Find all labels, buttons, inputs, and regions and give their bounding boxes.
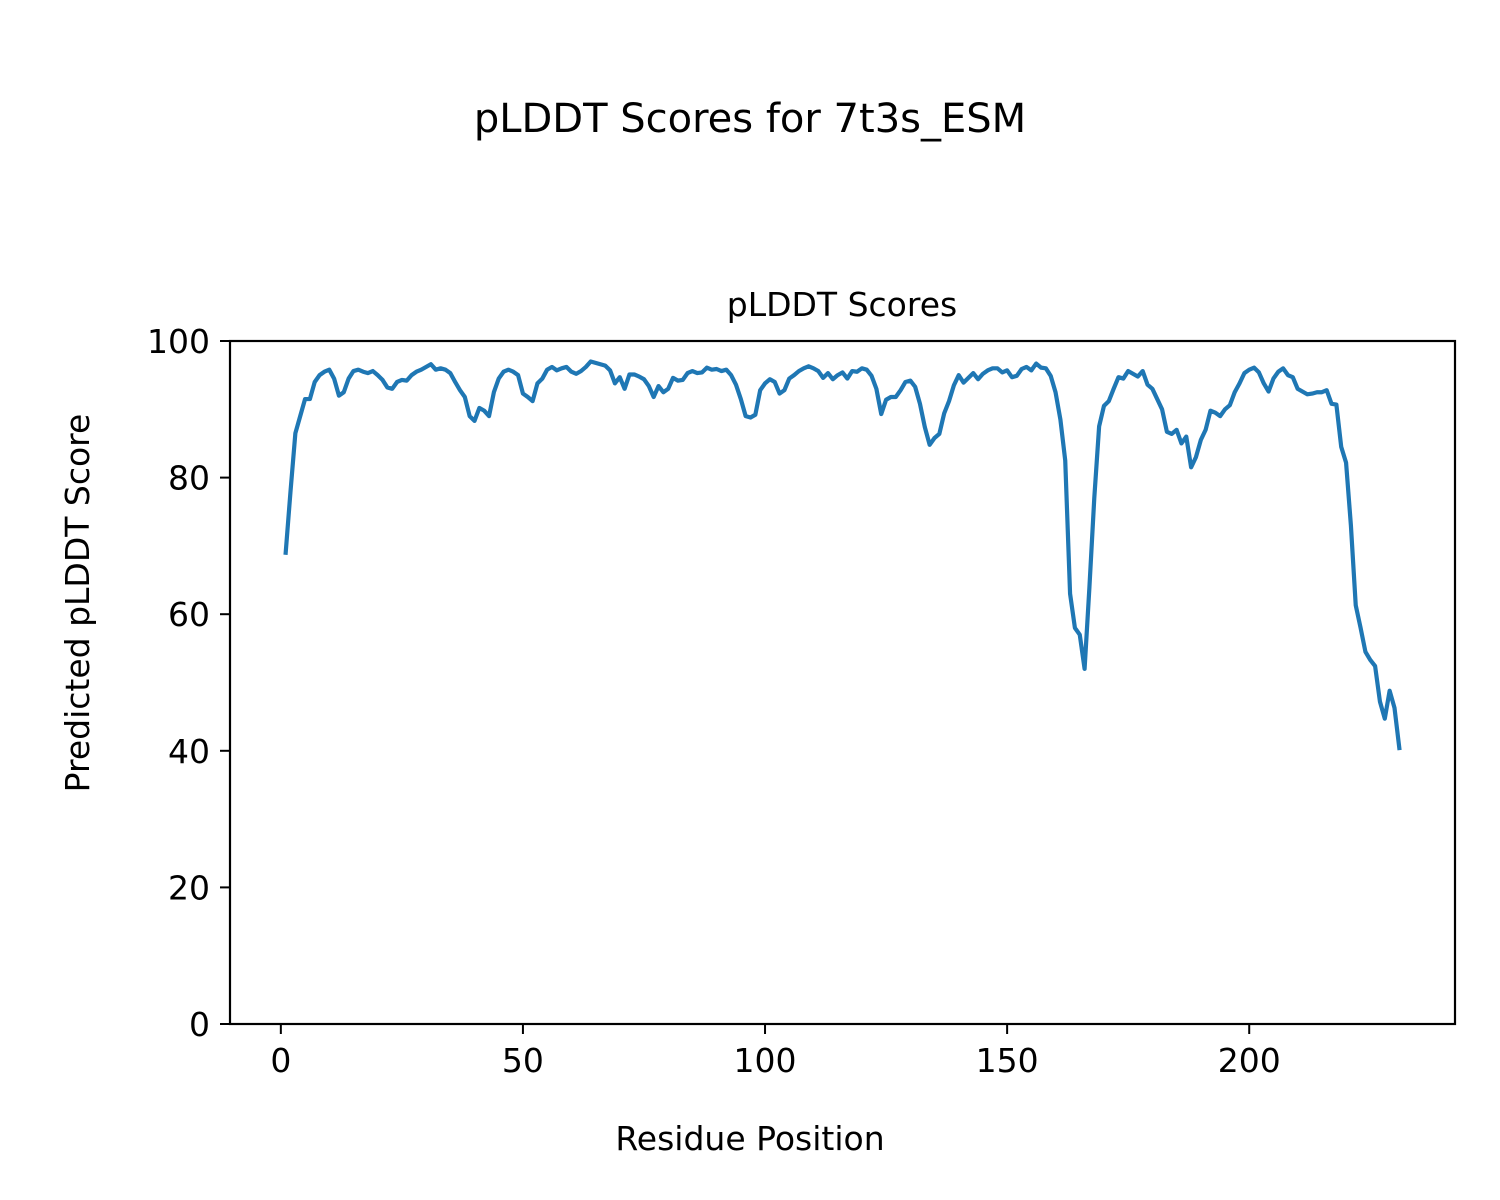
y-axis-label: Predicted pLDDT Score xyxy=(58,414,97,793)
x-tick-label: 0 xyxy=(270,1041,291,1080)
y-axis: 0 20 40 60 80 100 xyxy=(147,322,230,1044)
plot-line-group xyxy=(283,359,1402,751)
y-tick-label: 0 xyxy=(189,1005,210,1044)
y-tick-label: 80 xyxy=(168,459,210,498)
axes-title: pLDDT Scores xyxy=(727,285,957,324)
y-tick-label: 60 xyxy=(168,595,210,634)
figure-suptitle: pLDDT Scores for 7t3s_ESM xyxy=(473,96,1027,142)
x-tick-label: 150 xyxy=(976,1041,1039,1080)
axes-frame xyxy=(228,339,1457,1026)
x-tick-label: 200 xyxy=(1218,1041,1281,1080)
x-tick-label: 100 xyxy=(734,1041,797,1080)
series-line-0 xyxy=(283,359,1402,751)
x-tick-label: 50 xyxy=(502,1041,544,1080)
x-axis-label: Residue Position xyxy=(615,1119,884,1158)
y-tick-label: 40 xyxy=(168,732,210,771)
x-axis: 0 50 100 150 200 xyxy=(270,1024,1281,1080)
y-tick-label: 100 xyxy=(147,322,210,361)
y-tick-label: 20 xyxy=(168,868,210,907)
